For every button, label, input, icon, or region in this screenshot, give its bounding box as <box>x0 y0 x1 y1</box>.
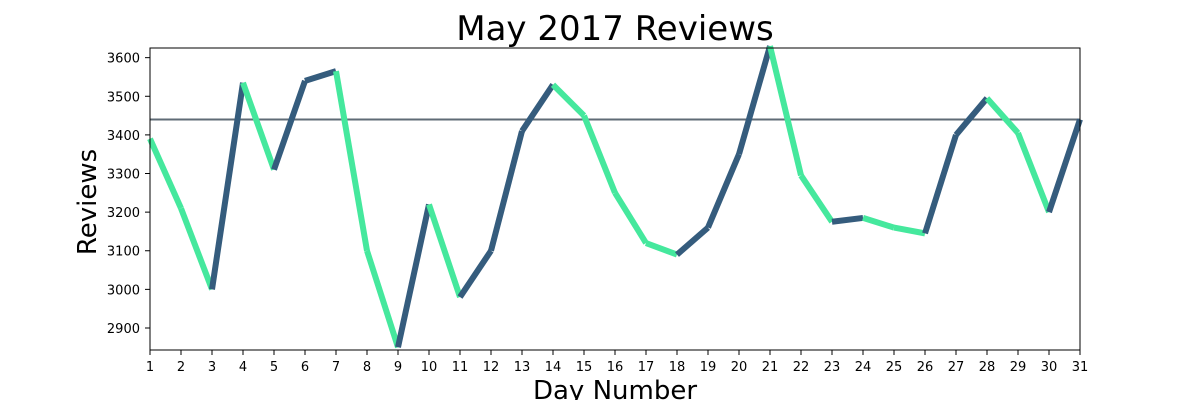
chart-title: May 2017 Reviews <box>456 9 773 49</box>
y-tick-label: 3500 <box>107 90 140 105</box>
x-tick-label: 16 <box>607 360 624 375</box>
line-segment <box>488 130 525 252</box>
x-tick-label: 19 <box>700 360 717 375</box>
line-segment <box>364 249 401 349</box>
x-tick-label: 12 <box>483 360 500 375</box>
line-segment <box>519 83 556 133</box>
x-tick-label: 13 <box>514 360 531 375</box>
line-segment <box>178 207 215 291</box>
line-segment <box>705 153 742 229</box>
line-segment <box>426 203 463 299</box>
line-segment <box>612 191 649 245</box>
x-tick-label: 20 <box>731 360 748 375</box>
line-segment <box>333 70 370 252</box>
x-tick-label: 11 <box>452 360 469 375</box>
x-tick-label: 6 <box>301 360 309 375</box>
line-segment <box>893 224 926 237</box>
y-tick-label: 3200 <box>107 206 140 221</box>
line-segment <box>831 214 864 225</box>
x-tick-label: 1 <box>146 360 154 375</box>
y-tick-label: 2900 <box>107 322 140 337</box>
line-segment <box>1015 131 1052 214</box>
line-segment <box>304 68 337 84</box>
x-tick-label: 4 <box>239 360 247 375</box>
line-segment <box>457 249 494 299</box>
line-segment <box>767 45 804 177</box>
line-segment <box>675 225 710 257</box>
x-tick-label: 2 <box>177 360 185 375</box>
x-tick-label: 18 <box>669 360 686 375</box>
y-tick-label: 3400 <box>107 129 140 144</box>
x-tick-label: 21 <box>762 360 779 375</box>
line-segment <box>736 45 773 156</box>
axes-frame <box>149 47 1081 351</box>
y-axis-ticks: 2900 3000 3100 3200 3300 3400 3500 3600 <box>107 52 150 337</box>
line-segment <box>209 82 246 290</box>
x-tick-label: 24 <box>855 360 872 375</box>
x-tick-label: 8 <box>363 360 371 375</box>
x-tick-label: 23 <box>824 360 841 375</box>
line-segment <box>550 82 587 118</box>
line-segment <box>922 133 959 235</box>
x-tick-label: 7 <box>332 360 340 375</box>
x-tick-label: 5 <box>270 360 278 375</box>
x-tick-label: 29 <box>1010 360 1027 375</box>
line-segment <box>147 137 184 210</box>
x-tick-label: 28 <box>979 360 996 375</box>
x-tick-label: 25 <box>886 360 903 375</box>
x-tick-label: 30 <box>1041 360 1058 375</box>
x-tick-label: 17 <box>638 360 655 375</box>
y-tick-label: 3300 <box>107 168 140 183</box>
y-tick-label: 3000 <box>107 283 140 298</box>
y-tick-label: 3600 <box>107 52 140 67</box>
x-tick-label: 22 <box>793 360 810 375</box>
line-segment <box>798 173 835 224</box>
x-tick-label: 26 <box>917 360 934 375</box>
line-segment <box>240 81 277 171</box>
y-tick-label: 3100 <box>107 245 140 260</box>
series-segments <box>147 45 1083 349</box>
y-axis-label: Reviews <box>73 149 103 255</box>
line-segment <box>271 79 308 171</box>
x-tick-label: 9 <box>394 360 402 375</box>
x-axis-label: Day Number <box>533 376 697 400</box>
line-segment <box>1046 118 1083 214</box>
x-tick-label: 14 <box>545 360 562 375</box>
line-segment <box>581 114 618 194</box>
line-segment <box>862 215 895 231</box>
x-axis-ticks: 1 2 3 4 5 6 7 8 9 10 11 12 13 14 15 16 17 18 19 20 21 22 23 24 2… <box>146 350 1088 375</box>
line-segment <box>984 96 1021 135</box>
x-tick-label: 31 <box>1072 360 1089 375</box>
line-segment <box>953 96 990 137</box>
x-tick-label: 10 <box>421 360 438 375</box>
x-tick-label: 3 <box>208 360 216 375</box>
line-segment <box>644 240 679 258</box>
x-tick-label: 27 <box>948 360 965 375</box>
x-tick-label: 15 <box>576 360 593 375</box>
line-segment <box>395 203 432 348</box>
